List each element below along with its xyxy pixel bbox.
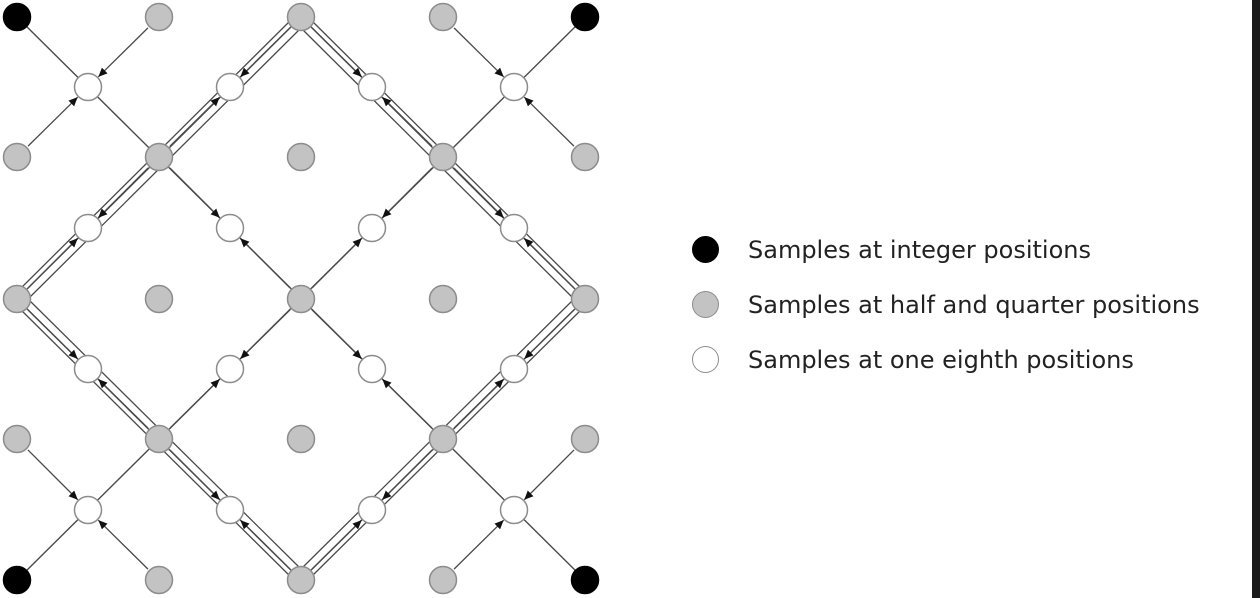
half-quarter-sample: [144, 284, 174, 314]
arrow-lines: [27, 27, 575, 570]
eighth-sample: [215, 213, 245, 243]
arrow: [311, 309, 363, 360]
eighth-sample: [215, 354, 245, 384]
half-quarter-sample: [570, 424, 600, 454]
arrow: [381, 96, 433, 147]
eighth-sample: [499, 354, 529, 384]
integer-sample: [570, 565, 600, 595]
half-quarter-sample: [428, 565, 458, 595]
half-quarter-sample: [2, 284, 32, 314]
half-quarter-sample: [2, 424, 32, 454]
legend-label-half-quarter: Samples at half and quarter positions: [748, 290, 1200, 319]
arrow: [453, 167, 505, 219]
legend: Samples at integer positions Samples at …: [690, 222, 1200, 387]
half-quarter-sample: [428, 424, 458, 454]
arrow: [381, 167, 433, 219]
legend-item-integer: Samples at integer positions: [690, 222, 1200, 277]
arrow: [97, 519, 149, 570]
half-quarter-sample: [286, 2, 316, 32]
arrow: [523, 96, 575, 147]
integer-sample: [570, 2, 600, 32]
half-quarter-sample: [144, 2, 174, 32]
arrow: [311, 519, 363, 570]
arrow: [311, 27, 363, 78]
eighth-sample: [357, 354, 387, 384]
legend-item-half-quarter: Samples at half and quarter positions: [690, 277, 1200, 332]
half-quarter-sample: [286, 142, 316, 172]
arrow: [97, 378, 149, 429]
eighth-sample: [357, 72, 387, 102]
arrow: [381, 378, 433, 429]
arrow: [239, 237, 291, 289]
arrow: [453, 27, 505, 78]
half-quarter-sample: [570, 284, 600, 314]
half-quarter-sample: [286, 424, 316, 454]
arrow: [27, 237, 79, 289]
arrow: [169, 378, 221, 429]
eighth-sample: [73, 495, 103, 525]
integer-sample: [2, 565, 32, 595]
eighth-sample: [215, 495, 245, 525]
arrow: [239, 309, 291, 360]
eighth-sample: [73, 354, 103, 384]
arrow: [311, 237, 363, 289]
arrow: [523, 237, 575, 289]
arrow: [27, 449, 79, 501]
arrow: [239, 27, 291, 78]
eighth-sample: [357, 495, 387, 525]
arrow: [27, 309, 79, 360]
arrow: [381, 449, 433, 501]
arrow: [97, 27, 149, 78]
eighth-sample: [499, 213, 529, 243]
eighth-sample: [73, 72, 103, 102]
arrow: [453, 519, 505, 570]
window-edge: [1252, 0, 1260, 598]
arrow: [523, 449, 575, 501]
half-quarter-sample: [144, 565, 174, 595]
eighth-sample: [499, 495, 529, 525]
half-quarter-sample: [570, 142, 600, 172]
arrow: [27, 96, 79, 147]
half-quarter-sample-icon: [692, 291, 719, 318]
eighth-sample: [73, 213, 103, 243]
legend-label-integer: Samples at integer positions: [748, 235, 1091, 264]
half-quarter-sample: [286, 284, 316, 314]
arrow: [453, 378, 505, 429]
eighth-sample: [215, 72, 245, 102]
arrow: [169, 449, 221, 501]
arrow: [97, 167, 149, 219]
sample-points: [2, 2, 600, 595]
half-quarter-sample: [428, 142, 458, 172]
eighth-sample-icon: [692, 346, 719, 373]
eighth-sample: [357, 213, 387, 243]
half-quarter-sample: [2, 142, 32, 172]
half-quarter-sample: [286, 565, 316, 595]
half-quarter-sample: [144, 142, 174, 172]
half-quarter-sample: [144, 424, 174, 454]
legend-item-eighth: Samples at one eighth positions: [690, 332, 1200, 387]
arrow: [239, 519, 291, 570]
arrow: [169, 167, 221, 219]
half-quarter-sample: [428, 2, 458, 32]
eighth-sample: [499, 72, 529, 102]
integer-sample-icon: [692, 236, 719, 263]
sample-interpolation-diagram: [2, 2, 600, 595]
half-quarter-sample: [428, 284, 458, 314]
integer-sample: [2, 2, 32, 32]
arrow: [523, 309, 575, 360]
arrow: [169, 96, 221, 147]
legend-label-eighth: Samples at one eighth positions: [748, 345, 1134, 374]
